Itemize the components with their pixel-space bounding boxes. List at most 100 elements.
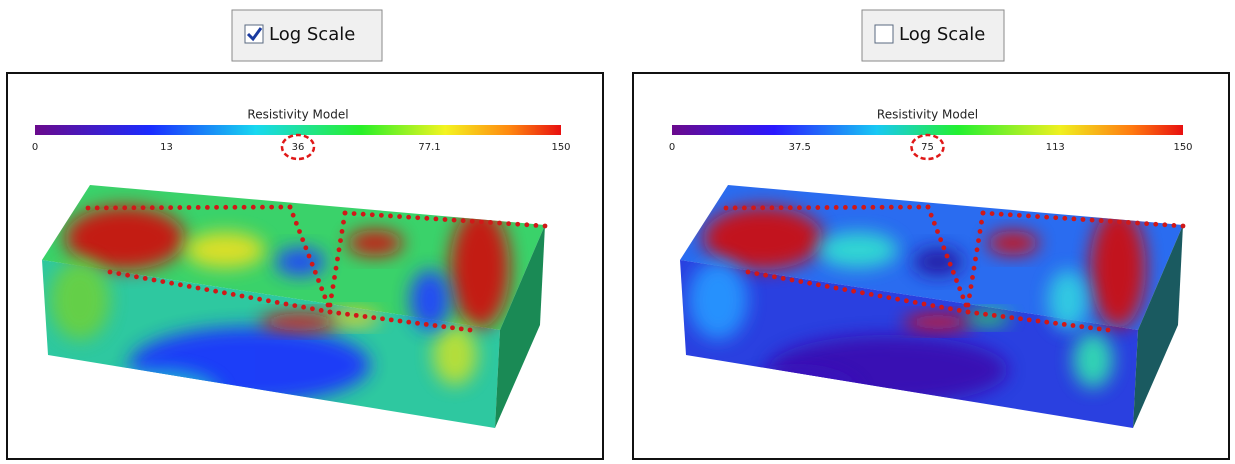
electrode [397,214,402,219]
colorbar-tick-label: 75 [921,142,934,153]
electrode [316,278,321,283]
electrode [195,285,201,291]
electrode [488,220,493,225]
electrode [1098,218,1104,224]
model-block [42,185,548,428]
electrode [1009,315,1015,321]
electrode [415,320,420,326]
electrode [895,296,900,302]
electrode [342,210,348,216]
blob [347,230,403,256]
electrode [807,280,812,286]
blob [65,206,185,270]
electrode [842,205,848,210]
electrode [241,204,247,210]
colorbar-tick-label: 0 [669,142,675,153]
electrode [723,205,729,211]
electrode [327,302,333,308]
electrode [1089,217,1095,223]
electrode [1088,325,1093,331]
electrode [248,295,254,300]
electrode [186,284,192,289]
electrode [292,303,298,308]
electrode [798,279,804,284]
electrode [94,205,100,211]
electrode [310,306,315,312]
electrode [160,279,166,284]
highlight-circle [280,133,316,161]
log-scale-toggle[interactable]: Log Scale [861,9,1005,62]
electrode [960,294,966,300]
electrode [329,293,334,299]
electrode [424,215,430,221]
electrode [297,229,302,234]
colorbar-tick-label: 0 [32,142,38,153]
electrode [195,205,201,210]
blob [185,232,265,268]
electrode [886,295,892,300]
electrode [497,220,502,226]
electrode [103,205,109,211]
electrode [968,284,974,289]
electrode [947,261,953,267]
blob [330,310,380,326]
electrode [178,282,183,288]
blob [275,248,325,276]
electrode [318,308,324,313]
electrode [515,221,521,227]
electrode [1144,221,1150,227]
electrode [177,205,183,210]
electrode [442,217,448,222]
electrode [306,253,312,259]
block-side [495,225,545,428]
electrode [787,205,793,211]
electrode [1053,215,1059,221]
electrode [980,210,986,216]
electrode [278,204,284,210]
electrode [815,205,821,210]
electrode [506,221,512,227]
electrode [309,261,315,267]
electrode [333,265,339,271]
electrode [336,310,342,316]
electrode [957,286,963,292]
electrode [921,301,927,307]
electrode [107,269,113,275]
electrode [122,205,128,211]
electrode [131,205,137,211]
electrode [916,204,922,210]
electrode [816,282,821,288]
electrode [970,275,975,280]
electrode [151,277,157,283]
electrode [1061,321,1067,327]
electrode [879,204,885,210]
electrode [319,286,325,292]
electrode [362,314,368,319]
electrode [478,219,484,225]
checkbox[interactable] [874,24,894,44]
electrode [833,205,839,210]
electrode [789,277,795,283]
electrode [912,300,918,305]
electrode [460,218,466,224]
electrode [842,287,848,292]
electrode [371,315,377,321]
electrode [860,290,865,296]
electrode [250,204,256,210]
electrode [989,211,995,216]
electrode [948,306,953,312]
electrode [341,219,346,225]
electrode [223,204,229,210]
electrode [469,218,475,224]
electrode [125,272,130,278]
electrode [450,325,455,331]
electrode [956,308,962,313]
electrode [406,214,412,220]
electrode [998,211,1004,217]
electrode [335,256,340,262]
electrode [983,311,988,317]
electrode [930,303,936,308]
electrode [380,316,385,322]
log-scale-toggle[interactable]: Log Scale [231,9,383,62]
electrode [1044,319,1050,325]
